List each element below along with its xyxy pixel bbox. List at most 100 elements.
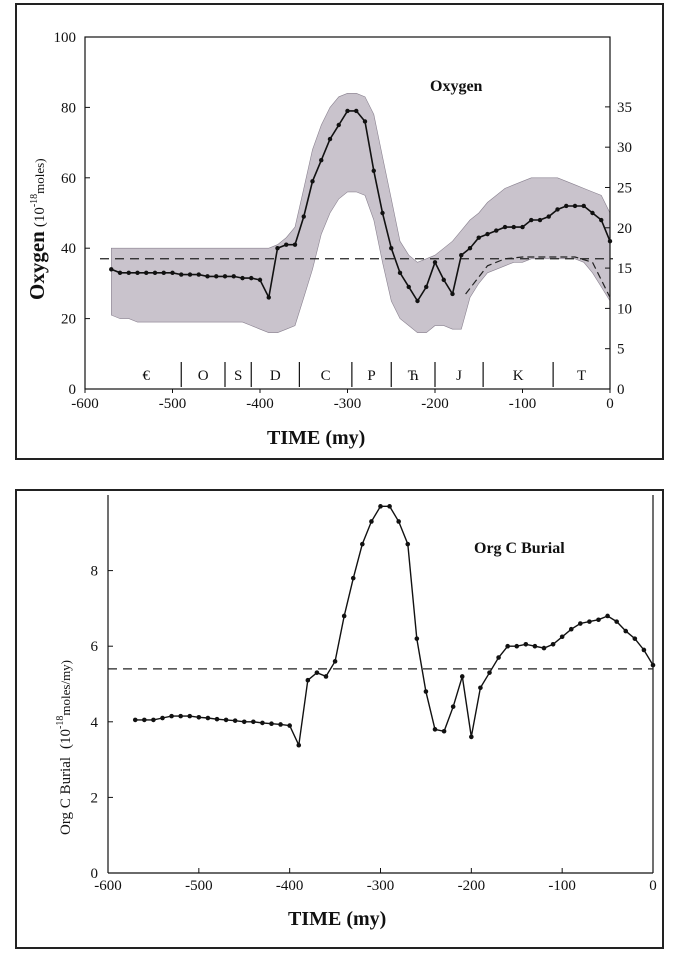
oxygen-data-point: [152, 270, 158, 276]
oxygen-data-point: [599, 217, 604, 223]
oxygen-data-point: [537, 217, 543, 223]
oxygen-data-point: [502, 224, 508, 230]
oxygen-x-tick-label: -300: [334, 396, 362, 412]
oxygen-data-point: [266, 295, 271, 300]
oxygen-data-point: [389, 246, 394, 251]
oxygen-data-point: [424, 284, 429, 290]
oxygen-data-point: [275, 246, 280, 251]
oxygen-x-tick-label: -100: [509, 396, 537, 412]
oxygen-data-point: [572, 203, 578, 209]
oxygen-data-point: [362, 119, 368, 124]
oxygen-data-point: [109, 267, 114, 272]
oxygen-data-point: [144, 270, 149, 276]
oxygen-data-point: [529, 217, 534, 223]
oxygen-data-point: [555, 207, 560, 212]
oxygen-right-tick-label: 5: [617, 342, 625, 358]
oxygen-data-point: [214, 274, 219, 279]
oxygen-data-point: [310, 179, 315, 184]
oxygen-data-point: [231, 274, 236, 279]
oxygen-data-point: [257, 277, 263, 283]
oxygen-title: Oxygen: [430, 78, 483, 95]
oxygen-data-point: [292, 242, 298, 247]
oxygen-right-tick-label: 15: [617, 261, 632, 277]
oxygen-series: [109, 108, 613, 304]
period-label: T: [577, 368, 586, 384]
oxygen-band-area: [111, 93, 611, 333]
oxygen-data-point: [380, 210, 385, 216]
oxygen-x-axis-label: TIME (my): [267, 427, 365, 449]
oxygen-right-tick-label: 20: [617, 221, 632, 237]
oxygen-y-tick-label: 80: [61, 100, 76, 116]
oxygen-data-point: [581, 203, 586, 209]
oxygen-data-point: [179, 272, 184, 277]
oxygen-data-point: [354, 108, 359, 114]
oxygen-data-point: [397, 270, 403, 276]
period-label: C: [321, 368, 331, 384]
oxygen-chart-frame: [15, 3, 664, 460]
oxygen-data-point: [187, 272, 193, 277]
oxygen-right-axis-ticks: 0 5 10 15 20 25 30 35: [605, 100, 632, 398]
oxygen-data-point: [117, 270, 123, 276]
period-label: O: [198, 368, 209, 384]
oxygen-lower-bound-line: [465, 256, 611, 298]
oxygen-data-point: [476, 235, 481, 240]
oxygen-data-point: [240, 275, 245, 281]
oxygen-data-point: [126, 270, 131, 276]
oxygen-data-point: [406, 284, 411, 290]
oxygen-y-ticks: 0 20 40 60 80 100: [54, 30, 90, 398]
oxygen-data-point: [485, 231, 490, 237]
oxygen-data-point: [301, 214, 306, 219]
oxygen-data-point: [161, 270, 166, 276]
period-label: D: [270, 368, 281, 384]
oxygen-x-tick-label: 0: [606, 396, 614, 412]
oxygen-uncertainty-band: [111, 93, 611, 333]
period-label: P: [367, 368, 375, 384]
oxygen-y-tick-label: 60: [61, 171, 76, 187]
oxygen-data-point: [450, 291, 455, 297]
oxygen-right-tick-label: 10: [617, 301, 632, 317]
oxygen-data-point: [319, 158, 324, 163]
oxygen-y-axis-label: Oxygen(10-18moles): [25, 158, 49, 300]
oxygen-x-tick-label: -200: [421, 396, 449, 412]
oxygen-data-point: [607, 238, 613, 244]
oxygen-lower-dash: [465, 256, 611, 298]
oxygen-data-point: [546, 214, 551, 219]
oxygen-data-point: [511, 224, 516, 230]
oxygen-data-point: [564, 203, 569, 209]
oxygen-data-point: [170, 270, 175, 276]
oxygen-data-point: [205, 274, 210, 279]
period-label: K: [513, 368, 524, 384]
oxygen-x-tick-label: -400: [246, 396, 274, 412]
oxygen-data-point: [467, 246, 473, 251]
oxygen-y-tick-label: 20: [61, 312, 76, 328]
oxygen-data-point: [284, 242, 289, 247]
oxygen-x-ticks: -600 -500 -400 -300 -200 -100 0: [71, 389, 614, 412]
oxygen-data-point: [336, 122, 341, 128]
period-label: €: [143, 368, 151, 384]
oxygen-data-point: [249, 275, 254, 281]
oxygen-x-tick-label: -500: [159, 396, 187, 412]
oxygen-data-point: [441, 277, 446, 283]
period-label: Ћ: [408, 368, 419, 384]
oxygen-y-tick-label: 40: [61, 241, 76, 257]
period-label: S: [234, 368, 242, 384]
oxygen-data-point: [135, 270, 140, 276]
oxygen-right-tick-label: 25: [617, 180, 632, 196]
oxygen-data-point: [196, 272, 201, 277]
oxygen-data-point: [432, 260, 438, 265]
oxygen-y-tick-label: 100: [54, 30, 77, 46]
oxygen-right-tick-label: 35: [617, 100, 632, 116]
org-c-burial-chart-frame: [15, 489, 664, 949]
oxygen-y-tick-label: 0: [69, 382, 77, 398]
oxygen-series-line: [111, 110, 611, 303]
oxygen-data-point: [494, 228, 499, 233]
oxygen-right-tick-label: 0: [617, 382, 625, 398]
oxygen-data-point: [415, 298, 420, 304]
oxygen-data-point: [345, 108, 350, 114]
oxygen-data-point: [371, 168, 376, 173]
oxygen-data-point: [327, 136, 333, 142]
oxygen-data-point: [520, 224, 525, 230]
geologic-periods: € O S D C P Ћ J K T: [143, 362, 586, 387]
oxygen-x-tick-label: -600: [71, 396, 99, 412]
